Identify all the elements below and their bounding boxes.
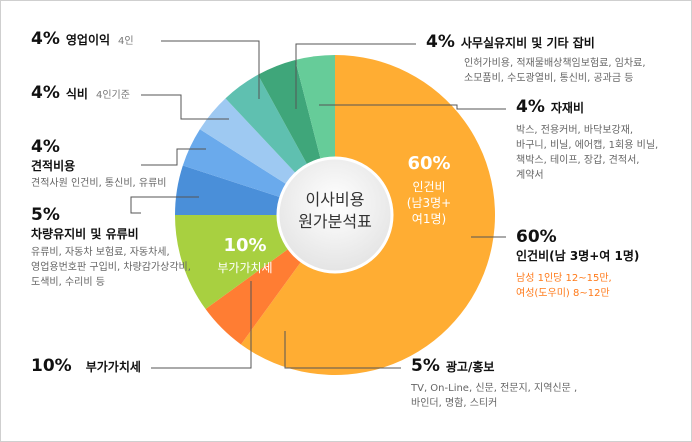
label-vat-pct: 10% bbox=[31, 356, 72, 376]
label-office-desc: 인허가비용, 적재물배상책임보험료, 임차료, 소모품비, 수도광열비, 통신비… bbox=[464, 56, 646, 86]
label-estimate-desc: 견적사원 인건비, 통신비, 유류비 bbox=[31, 176, 167, 191]
label-meal-pct: 4% bbox=[31, 83, 60, 103]
label-ad-pct: 5% bbox=[411, 356, 440, 376]
label-labor-desc-line-2: 여성(도우미) 8~12만 bbox=[516, 288, 610, 299]
label-labor: 60% 인건비(남 3명+여 1명) bbox=[516, 227, 639, 264]
leader-line-vehicle bbox=[130, 196, 199, 214]
center-title-line-1: 이사비용 bbox=[306, 190, 365, 209]
label-material: 4% 자재비 bbox=[516, 97, 584, 117]
label-ad-desc-line-2: 바인더, 명함, 스티커 bbox=[411, 398, 498, 409]
label-office: 4% 사무실유지비 및 기타 잡비 bbox=[426, 32, 595, 52]
label-vehicle: 5% 차량유지비 및 유류비 bbox=[31, 205, 139, 242]
label-vat: 10% 부가가치세 bbox=[31, 356, 141, 376]
label-profit-title: 영업이익 bbox=[65, 33, 111, 47]
leader-line-material bbox=[319, 104, 506, 110]
label-estimate-desc-line-1: 견적사원 인건비, 통신비, 유류비 bbox=[31, 178, 167, 189]
label-material-desc-line-3: 책박스, 테이프, 장갑, 견적서, bbox=[516, 155, 640, 166]
label-material-desc: 박스, 전용커버, 바닥보강재, 바구니, 비닐, 에어캡, 1회용 비닐, 책… bbox=[516, 123, 658, 183]
label-vehicle-desc-line-3: 도색비, 수리비 등 bbox=[31, 277, 105, 288]
label-meal: 4% 식비 4인기준 bbox=[31, 83, 130, 103]
label-vehicle-desc-line-2: 영업용번호판 구입비, 차량감가상각비, bbox=[31, 262, 191, 273]
label-profit: 4% 영업이익 4인 bbox=[31, 29, 134, 49]
label-vat-title: 부가가치세 bbox=[85, 360, 141, 374]
label-labor-title: 인건비(남 3명+여 1명) bbox=[516, 249, 640, 263]
leader-line-meal bbox=[141, 94, 229, 120]
label-meal-title: 식비 bbox=[65, 87, 88, 101]
label-estimate: 4% 견적비용 bbox=[31, 137, 75, 174]
label-profit-pct: 4% bbox=[31, 29, 60, 49]
label-ad-title: 광고/홍보 bbox=[445, 360, 495, 374]
label-office-pct: 4% bbox=[426, 32, 455, 52]
label-office-desc-line-1: 인허가비용, 적재물배상책임보험료, 임차료, bbox=[464, 58, 646, 69]
leader-line-office bbox=[295, 43, 416, 109]
label-material-pct: 4% bbox=[516, 97, 545, 117]
label-profit-note: 4인 bbox=[118, 36, 134, 47]
slice-label-vat-line-1: 부가가치세 bbox=[217, 261, 272, 275]
slice-label-labor-pct: 60% bbox=[407, 153, 450, 174]
slice-label-labor-line-3: 여1명) bbox=[412, 212, 446, 226]
label-material-title: 자재비 bbox=[550, 101, 584, 115]
leader-line-profit bbox=[161, 40, 260, 99]
label-vehicle-desc: 유류비, 자동차 보험료, 자동차세, 영업용번호판 구입비, 차량감가상각비,… bbox=[31, 245, 191, 290]
label-estimate-pct: 4% bbox=[31, 137, 60, 157]
center-hub bbox=[276, 156, 394, 274]
label-ad: 5% 광고/홍보 bbox=[411, 356, 494, 376]
slice-label-labor-line-2: (남3명+ bbox=[407, 196, 451, 210]
label-labor-desc: 남성 1인당 12~15만, 여성(도우미) 8~12만 bbox=[516, 271, 612, 301]
label-meal-note: 4인기준 bbox=[95, 90, 130, 101]
label-vehicle-desc-line-1: 유류비, 자동차 보험료, 자동차세, bbox=[31, 247, 170, 258]
label-estimate-title: 견적비용 bbox=[31, 159, 76, 173]
label-ad-desc-line-1: TV, On-Line, 신문, 전문지, 지역신문 , bbox=[411, 383, 578, 394]
label-material-desc-line-2: 바구니, 비닐, 에어캡, 1회용 비닐, bbox=[516, 140, 659, 151]
center-title-line-2: 원가분석표 bbox=[298, 212, 372, 231]
leader-line-ad bbox=[284, 331, 401, 369]
leader-line-estimate bbox=[141, 148, 206, 166]
label-material-desc-line-4: 계약서 bbox=[516, 170, 544, 181]
label-material-desc-line-1: 박스, 전용커버, 바닥보강재, bbox=[516, 125, 634, 136]
label-ad-desc: TV, On-Line, 신문, 전문지, 지역신문 , 바인더, 명함, 스티… bbox=[411, 381, 577, 411]
slice-label-vat-pct: 10% bbox=[223, 235, 266, 256]
label-vehicle-title: 차량유지비 및 유류비 bbox=[31, 227, 139, 241]
label-vehicle-pct: 5% bbox=[31, 205, 60, 225]
leader-line-vat bbox=[151, 281, 252, 369]
slice-label-labor-line-1: 인건비 bbox=[412, 180, 445, 194]
label-office-desc-line-2: 소모품비, 수도광열비, 통신비, 공과금 등 bbox=[464, 73, 634, 84]
label-office-title: 사무실유지비 및 기타 잡비 bbox=[460, 36, 595, 50]
label-labor-desc-line-1: 남성 1인당 12~15만, bbox=[516, 273, 612, 284]
label-labor-pct: 60% bbox=[516, 227, 557, 247]
